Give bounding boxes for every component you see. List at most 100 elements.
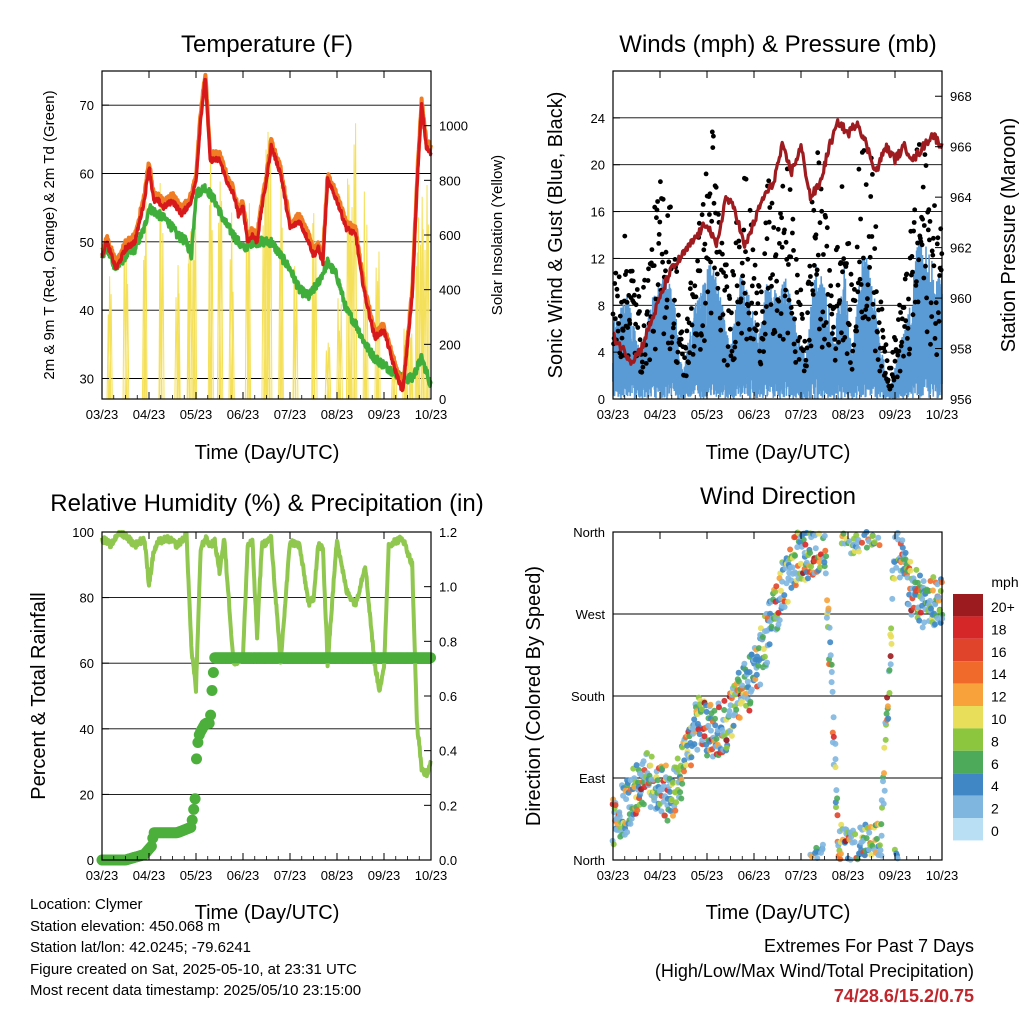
gust-point	[782, 293, 788, 299]
direction-point	[688, 754, 695, 761]
gust-point	[863, 182, 869, 188]
direction-point	[808, 563, 815, 570]
wind-direction-xtick-label: 03/23	[597, 868, 630, 883]
gust-point	[646, 266, 651, 272]
precipitation-point	[186, 814, 198, 826]
gust-point	[847, 307, 853, 312]
gust-point	[662, 315, 668, 320]
gust-point	[725, 344, 731, 349]
wind-direction-xtick-label: 06/23	[738, 868, 771, 883]
direction-point	[859, 539, 865, 546]
gust-point	[897, 368, 903, 374]
direction-point	[610, 841, 617, 848]
gust-point	[693, 294, 699, 300]
direction-point	[666, 788, 673, 795]
direction-point	[823, 553, 830, 560]
direction-point	[823, 614, 830, 621]
direction-point	[647, 762, 654, 769]
direction-point	[616, 813, 623, 820]
gust-point	[767, 205, 773, 210]
direction-point	[822, 547, 829, 554]
gust-point	[848, 271, 854, 277]
precip-ytick-label: 0.6	[439, 689, 457, 704]
gust-point	[768, 275, 773, 281]
gust-point	[752, 262, 758, 268]
gust-point	[828, 283, 834, 289]
direction-point	[633, 762, 640, 769]
direction-point	[739, 698, 745, 705]
winds-xtick-label: 09/23	[879, 407, 912, 422]
gust-point	[750, 247, 756, 253]
gust-point	[612, 316, 618, 322]
direction-point	[757, 681, 764, 688]
gust-point	[762, 331, 768, 337]
direction-point	[881, 744, 888, 751]
gust-point	[749, 300, 755, 306]
gust-point	[875, 329, 880, 335]
gust-point	[664, 297, 670, 303]
gust-point	[844, 351, 850, 357]
gust-point	[836, 339, 841, 345]
gust-point	[856, 166, 862, 172]
gust-point	[935, 235, 941, 241]
gust-point	[932, 336, 938, 341]
gust-point	[790, 216, 796, 222]
direction-point	[755, 645, 762, 652]
wind-direction-ylabel: Direction (Colored By Speed)	[523, 566, 545, 826]
temperature-xtick-label: 04/23	[133, 407, 166, 422]
direction-point	[781, 604, 788, 610]
gust-point	[712, 265, 717, 271]
direction-point	[741, 660, 748, 667]
gust-point	[853, 324, 859, 330]
direction-point	[807, 549, 813, 556]
direction-point	[746, 707, 753, 714]
direction-point	[794, 544, 801, 551]
solar-ytick-label: 200	[439, 337, 461, 352]
gust-point	[692, 283, 698, 289]
gust-point	[893, 337, 898, 343]
direction-point	[869, 533, 876, 540]
direction-point	[832, 740, 839, 747]
winds-xtick-label: 10/23	[926, 407, 959, 422]
gust-point	[787, 187, 793, 193]
gust-point	[818, 316, 823, 322]
gust-point	[914, 279, 919, 284]
pressure-ytick-label: 964	[950, 190, 972, 205]
gust-point	[807, 263, 813, 269]
location-text: Location: Clymer	[30, 896, 143, 913]
elevation-text: Station elevation: 450.068 m	[30, 917, 221, 935]
gust-point	[817, 326, 822, 332]
gust-point	[839, 184, 845, 190]
winds-ytick-label: 20	[591, 158, 605, 173]
gust-point	[883, 370, 888, 376]
gust-point	[850, 348, 856, 354]
humidity-xtick-label: 04/23	[133, 868, 166, 883]
temperature-xtick-label: 10/23	[415, 407, 448, 422]
direction-point	[683, 762, 690, 768]
direction-point	[854, 856, 861, 863]
direction-point	[640, 801, 647, 808]
gust-point	[683, 373, 689, 379]
direction-point	[824, 597, 831, 604]
gust-point	[880, 327, 885, 333]
direction-point	[735, 669, 742, 676]
gust-point	[680, 351, 685, 357]
precipitation-point	[205, 709, 217, 721]
gust-point	[627, 321, 633, 326]
gust-point	[777, 241, 782, 246]
direction-point	[707, 727, 714, 734]
gust-point	[634, 287, 640, 292]
gust-point	[633, 302, 639, 308]
gust-point	[645, 278, 651, 283]
humidity-xtick-label: 03/23	[86, 868, 119, 883]
gust-point	[862, 314, 868, 319]
direction-point	[880, 800, 887, 807]
gust-point	[655, 199, 660, 204]
direction-point	[881, 787, 888, 794]
gust-point	[670, 325, 676, 331]
relative-humidity-series	[100, 530, 433, 779]
direction-point	[834, 812, 841, 819]
gust-point	[699, 332, 704, 338]
gust-point	[716, 212, 721, 217]
gust-point	[799, 311, 805, 317]
